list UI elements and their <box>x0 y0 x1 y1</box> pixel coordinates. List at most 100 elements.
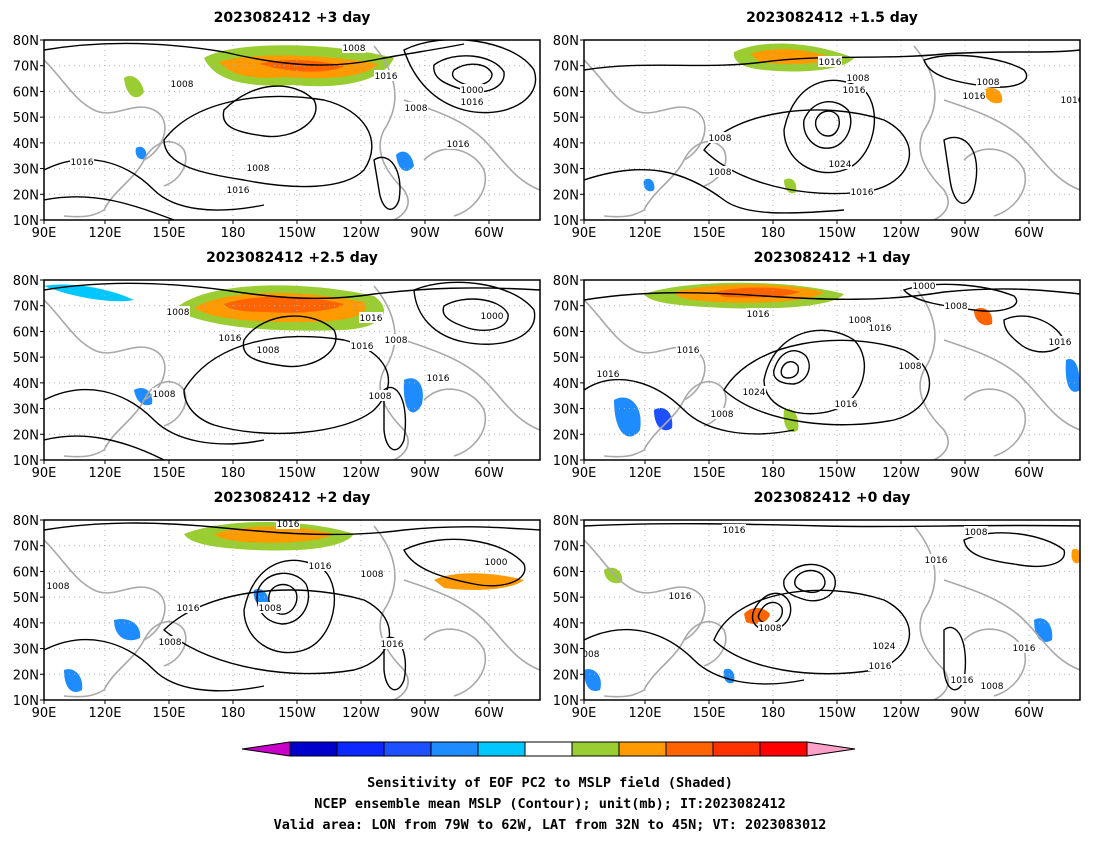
contour-label: 1008 <box>171 80 194 90</box>
lon-tick-label: 120E <box>628 466 661 481</box>
lon-tick-label: 90W <box>950 226 980 241</box>
colorbar-segment <box>524 741 573 757</box>
lat-tick-label: 40N <box>13 377 39 392</box>
contour-label-bg <box>158 636 182 647</box>
lon-tick-label: 60W <box>474 706 504 721</box>
colorbar-label: 0.6 <box>656 758 675 760</box>
contour-label-bg <box>710 408 734 419</box>
lat-tick-label: 50N <box>13 111 39 126</box>
contour-label: 1016 <box>360 314 383 324</box>
lat-tick-label: 10N <box>553 694 579 709</box>
contour-label: 1008 <box>361 570 384 580</box>
lon-tick-label: 180 <box>221 706 246 721</box>
contour-label: 1024 <box>743 388 766 398</box>
contour-label-bg <box>480 310 504 321</box>
lat-tick-label: 50N <box>553 591 579 606</box>
lon-tick-label: 120E <box>88 466 121 481</box>
contour-label-bg <box>258 602 282 613</box>
sensitivity-shading <box>584 669 601 692</box>
lon-tick-label: 90E <box>572 466 597 481</box>
lon-tick-label: 150W <box>278 706 316 721</box>
contour-label: 1008 <box>899 362 922 372</box>
coastline <box>373 525 409 700</box>
lat-tick-label: 20N <box>553 428 579 443</box>
mslp-contour <box>943 136 978 204</box>
contour-label: 1000 <box>913 282 936 292</box>
mslp-contour <box>923 54 1028 88</box>
lon-tick-label: 120W <box>342 466 380 481</box>
contour-label: 1008 <box>259 604 282 614</box>
colorbar-label: -0.6 <box>419 758 442 760</box>
contour-label: 1016 <box>1013 644 1036 654</box>
lat-tick-label: 70N <box>553 300 579 315</box>
sensitivity-shading <box>64 669 83 692</box>
mslp-contour <box>44 638 265 692</box>
contour-label-bg <box>944 300 968 311</box>
contour-label-bg <box>256 344 280 355</box>
lat-tick-label: 50N <box>13 351 39 366</box>
contour-label: 1016 <box>677 346 700 356</box>
mslp-contour <box>1003 315 1065 353</box>
contour-label: 1016 <box>747 310 770 320</box>
contour-label: 1016 <box>219 334 242 344</box>
panel-title: 2023082412 +2 day <box>214 490 371 506</box>
contour-label: 1016 <box>819 58 842 68</box>
coastline <box>913 285 949 460</box>
colorbar-label: 0.42 <box>559 758 586 760</box>
lon-tick-label: 90W <box>410 706 440 721</box>
panel-background <box>584 40 1080 220</box>
coastline <box>683 140 727 187</box>
contour-label-bg <box>1060 94 1080 105</box>
panel-inner: 1016 1008 1016 1008 1016 1016 1008 1024 1016 1008 <box>584 40 1084 220</box>
contour-label: 1016 <box>277 520 300 530</box>
panel-inner: 1008 1016 1008 1000 1008 1016 1016 1008 1016 1016 <box>44 40 540 220</box>
panel-frame <box>583 279 1081 461</box>
contour-label-bg <box>70 156 94 167</box>
contour-label: 1008 <box>577 650 600 660</box>
lon-tick-label: 120W <box>342 706 380 721</box>
contour-label: 1008 <box>405 104 428 114</box>
contour-label-bg <box>846 72 870 83</box>
contour-label: 1016 <box>843 86 866 96</box>
caption-line-3: Valid area: LON from 79W to 62W, LAT fro… <box>273 817 827 833</box>
colorbar-segment <box>477 741 526 757</box>
sensitivity-shading <box>114 618 141 641</box>
contour-label-bg <box>380 638 404 649</box>
colorbar-segment <box>665 741 714 757</box>
coastline <box>913 45 949 220</box>
lat-tick-label: 10N <box>13 694 39 709</box>
caption-line-2: NCEP ensemble mean MSLP (Contour); unit(… <box>314 796 786 812</box>
mslp-contour <box>44 522 540 536</box>
coastline <box>683 620 727 667</box>
lat-tick-label: 60N <box>553 565 579 580</box>
contour-label-bg <box>359 312 383 323</box>
lon-tick-label: 90E <box>572 226 597 241</box>
mslp-contour <box>751 592 792 631</box>
colorbar-label: 0.5 <box>609 758 628 760</box>
contour-label: 1008 <box>945 302 968 312</box>
contour-label: 1016 <box>375 72 398 82</box>
lon-tick-label: 60W <box>1014 226 1044 241</box>
colorbar-segment <box>712 741 761 757</box>
panel-frame <box>43 279 541 461</box>
contour-label-bg <box>708 166 732 177</box>
lon-tick-label: 60W <box>1014 706 1044 721</box>
colorbar-segment <box>571 741 620 757</box>
lat-tick-label: 30N <box>553 643 579 658</box>
mslp-contour <box>963 532 1066 567</box>
contour-label: 1016 <box>723 526 746 536</box>
contour-label-bg <box>962 90 986 101</box>
lon-tick-label: 180 <box>221 226 246 241</box>
lat-tick-label: 10N <box>553 454 579 469</box>
lat-tick-label: 10N <box>13 454 39 469</box>
contour-label: 1016 <box>1061 96 1084 106</box>
colorbar-segment <box>618 741 667 757</box>
lat-tick-label: 40N <box>13 617 39 632</box>
colorbar-segment <box>383 741 432 757</box>
sensitivity-shading <box>224 296 344 313</box>
colorbar-arrow-low <box>241 741 291 757</box>
lat-tick-label: 60N <box>553 325 579 340</box>
contour-label: 1008 <box>981 682 1004 692</box>
lon-tick-label: 90E <box>32 466 57 481</box>
